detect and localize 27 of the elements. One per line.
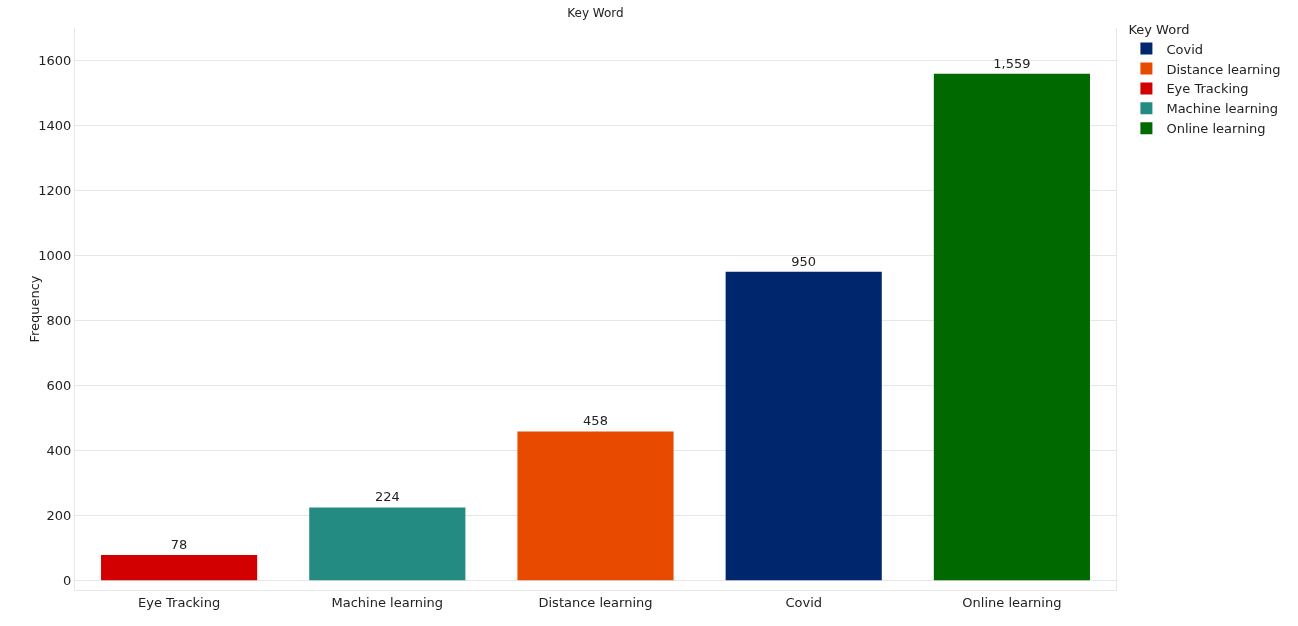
y-tick-label: 0 <box>63 572 72 588</box>
y-tick-label: 600 <box>46 377 72 393</box>
data-label: 78 <box>170 536 188 552</box>
y-tick-label: 400 <box>46 442 72 458</box>
y-tick-label: 200 <box>46 507 72 523</box>
x-tick-label: Covid <box>785 594 822 610</box>
x-tick-label: Eye Tracking <box>138 594 221 610</box>
x-tick-label: Distance learning <box>538 594 653 610</box>
data-label: 1,559 <box>993 55 1031 71</box>
y-tick-label: 1200 <box>38 182 72 198</box>
y-tick-label: 1600 <box>38 53 72 69</box>
y-tick-label: 1000 <box>38 247 72 263</box>
legend-title: Key Word <box>1128 21 1190 37</box>
legend-label: Online learning <box>1166 121 1266 137</box>
data-label: 224 <box>374 489 400 505</box>
legend-label: Distance learning <box>1166 61 1281 77</box>
x-tick-label: Machine learning <box>331 594 444 610</box>
data-label: 458 <box>583 413 608 429</box>
data-label: 950 <box>791 253 817 269</box>
y-axis-title: Frequency <box>27 275 42 343</box>
legend-label: Covid <box>1166 41 1203 57</box>
x-axis-title: Key Word <box>567 6 624 21</box>
y-tick-label: 1400 <box>38 118 72 134</box>
y-tick-label: 800 <box>46 312 72 328</box>
legend-label: Eye Tracking <box>1166 81 1249 97</box>
x-tick-label: Online learning <box>962 594 1062 610</box>
legend-label: Machine learning <box>1166 101 1278 117</box>
